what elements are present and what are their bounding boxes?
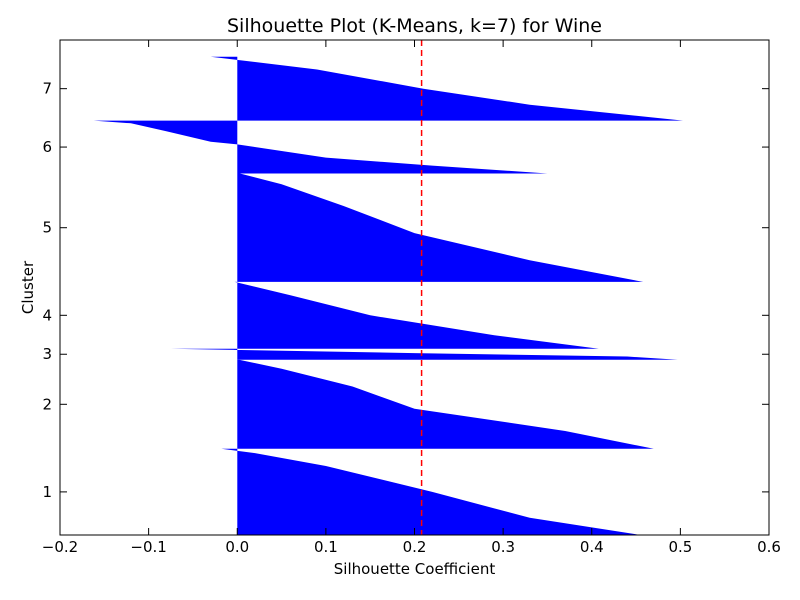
- cluster-4-silhouette: [234, 281, 599, 349]
- x-tick-label: −0.2: [42, 538, 78, 556]
- x-tick-label: 0.4: [580, 538, 604, 556]
- x-tick-label: 0.6: [757, 538, 781, 556]
- y-axis-ticks: 1 2 3 4 5 6 7: [42, 80, 769, 501]
- cluster-2-silhouette: [237, 359, 654, 449]
- cluster-2-tick-label: 2: [42, 395, 52, 413]
- cluster-6-tick-label: 6: [42, 138, 52, 156]
- x-tick-label: 0.2: [403, 538, 427, 556]
- cluster-fills: [93, 56, 683, 535]
- cluster-5-tick-label: 5: [42, 219, 52, 237]
- cluster-6-silhouette: [93, 120, 548, 174]
- x-tick-label: 0.0: [225, 538, 249, 556]
- cluster-5-silhouette: [237, 173, 644, 282]
- cluster-1-silhouette: [221, 448, 641, 535]
- cluster-3-silhouette: [170, 348, 678, 360]
- cluster-4-tick-label: 4: [42, 306, 52, 324]
- x-axis-ticks: −0.2 −0.1 0.0 0.1 0.2 0.3 0.4 0.5 0.6: [42, 40, 781, 556]
- cluster-7-tick-label: 7: [42, 80, 52, 98]
- chart-title: Silhouette Plot (K-Means, k=7) for Wine: [227, 15, 602, 37]
- cluster-3-tick-label: 3: [42, 345, 52, 363]
- x-tick-label: 0.1: [314, 538, 338, 556]
- x-tick-label: −0.1: [130, 538, 166, 556]
- cluster-7-silhouette: [210, 56, 683, 121]
- x-tick-label: 0.3: [491, 538, 515, 556]
- cluster-1-tick-label: 1: [42, 483, 52, 501]
- x-tick-label: 0.5: [668, 538, 692, 556]
- y-axis-label: Cluster: [19, 260, 37, 314]
- x-axis-label: Silhouette Coefficient: [334, 560, 496, 578]
